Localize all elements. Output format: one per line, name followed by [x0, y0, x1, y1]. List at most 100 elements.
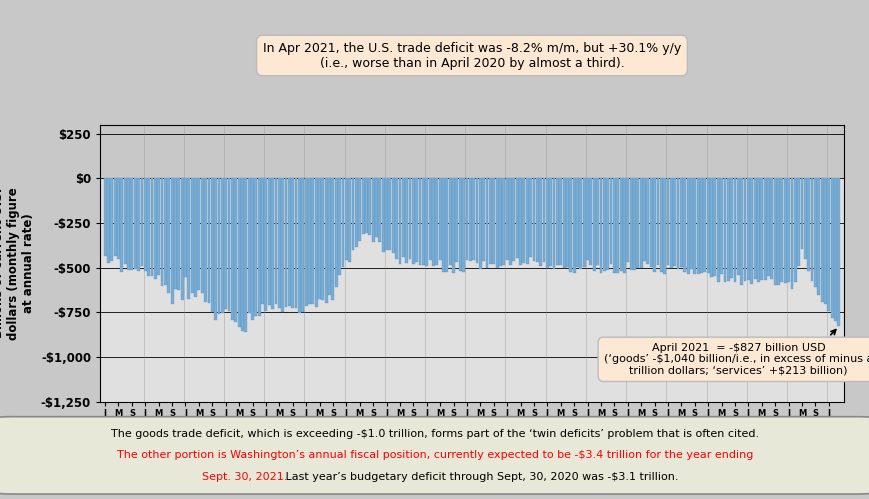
Bar	[525, 178, 528, 264]
Bar	[700, 178, 702, 273]
Bar	[184, 178, 187, 277]
Bar	[619, 178, 622, 271]
Bar	[201, 178, 203, 292]
Bar	[308, 178, 310, 304]
Bar	[174, 178, 176, 289]
Bar	[465, 178, 468, 259]
Bar	[686, 178, 689, 274]
Bar	[749, 178, 753, 284]
Y-axis label: Billions of current U.S.
dollars (monthly figure
at annual rate): Billions of current U.S. dollars (monthl…	[0, 187, 35, 340]
Bar	[163, 178, 167, 285]
Bar	[669, 178, 672, 268]
Bar	[666, 178, 668, 265]
Bar	[519, 178, 521, 264]
Bar	[662, 178, 666, 273]
Bar	[682, 178, 686, 272]
Bar	[726, 178, 729, 281]
Bar	[237, 178, 240, 327]
Bar	[629, 178, 632, 269]
Bar	[799, 178, 802, 249]
Bar	[816, 178, 819, 295]
Bar	[120, 178, 123, 272]
Bar	[107, 178, 109, 263]
Bar	[154, 178, 156, 279]
Bar	[342, 178, 344, 267]
Bar	[706, 178, 709, 273]
Bar	[546, 178, 548, 268]
Bar	[501, 178, 505, 265]
Bar	[582, 178, 585, 267]
Bar	[793, 178, 796, 282]
Bar	[244, 178, 247, 332]
Bar	[633, 178, 635, 270]
Bar	[776, 178, 779, 285]
Bar	[693, 178, 695, 274]
Bar	[428, 178, 431, 260]
Bar	[268, 178, 270, 305]
Bar	[535, 178, 538, 262]
Bar	[434, 178, 438, 265]
Bar	[592, 178, 595, 271]
Bar	[150, 178, 153, 276]
Bar	[673, 178, 675, 266]
Bar	[257, 178, 261, 316]
Bar	[659, 178, 662, 271]
Bar	[485, 178, 488, 268]
Bar	[425, 178, 428, 266]
Bar	[301, 178, 304, 312]
Bar	[421, 178, 424, 265]
Bar	[368, 178, 371, 235]
Bar	[304, 178, 307, 306]
Bar	[405, 178, 408, 263]
Bar	[362, 178, 364, 234]
Bar	[716, 178, 719, 282]
Bar	[100, 125, 843, 178]
Bar	[214, 178, 217, 320]
Bar	[261, 178, 263, 303]
Bar	[508, 178, 511, 265]
FancyBboxPatch shape	[0, 417, 869, 494]
Bar	[418, 178, 421, 265]
Bar	[653, 178, 655, 272]
Bar	[713, 178, 715, 276]
Bar	[622, 178, 625, 273]
Bar	[291, 178, 294, 308]
Bar	[723, 178, 726, 282]
Bar	[528, 178, 532, 257]
Bar	[298, 178, 301, 313]
Bar	[338, 178, 341, 274]
Bar	[388, 178, 391, 250]
Bar	[803, 178, 806, 259]
Bar	[408, 178, 411, 259]
Bar	[221, 178, 223, 313]
Bar	[575, 178, 578, 267]
Bar	[187, 178, 190, 299]
X-axis label: Year and month: Year and month	[413, 445, 530, 458]
Bar	[103, 178, 106, 256]
Bar	[736, 178, 739, 275]
Bar	[321, 178, 324, 300]
Bar	[228, 178, 230, 311]
Bar	[181, 178, 183, 300]
Bar	[823, 178, 826, 304]
Bar	[224, 178, 227, 309]
Bar	[468, 178, 471, 261]
Bar	[515, 178, 518, 258]
Bar	[566, 178, 568, 266]
Text: Sept. 30, 2021.: Sept. 30, 2021.	[202, 472, 288, 482]
Text: April 2021  = -$827 billion USD
(‘goods’ -$1,040 billion/i.e., in excess of minu: April 2021 = -$827 billion USD (‘goods’ …	[603, 330, 869, 376]
Bar	[689, 178, 692, 268]
Bar	[806, 178, 809, 271]
Bar	[696, 178, 699, 274]
Bar	[371, 178, 375, 242]
Bar	[495, 178, 498, 268]
Bar	[639, 178, 642, 268]
Bar	[157, 178, 160, 274]
Bar	[328, 178, 330, 294]
Bar	[381, 178, 384, 251]
Bar	[204, 178, 207, 302]
Bar	[194, 178, 196, 297]
Text: Sept. 30, 2021. Last year’s budgetary deficit through Sept, 30, 2020 was -$3.1 t: Sept. 30, 2021. Last year’s budgetary de…	[194, 472, 675, 482]
Bar	[720, 178, 722, 274]
Bar	[190, 178, 194, 293]
